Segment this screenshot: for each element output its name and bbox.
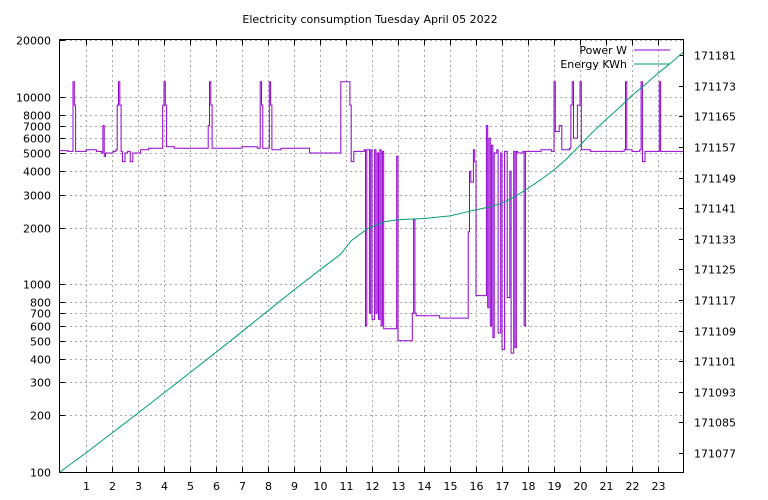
y-left-tick-label: 4000 xyxy=(23,166,51,179)
x-tick-label: 3 xyxy=(135,480,142,493)
energy-series-line xyxy=(59,51,685,473)
y-left-tick-label: 100 xyxy=(30,467,51,480)
x-tick-label: 22 xyxy=(626,480,640,493)
x-tick-label: 7 xyxy=(239,480,246,493)
y-right-tick-label: 171101 xyxy=(694,356,736,369)
x-tick-label: 9 xyxy=(291,480,298,493)
y-left-tick-label: 600 xyxy=(30,321,51,334)
x-tick-label: 20 xyxy=(574,480,588,493)
y-left-tick-label: 500 xyxy=(30,336,51,349)
x-tick-label: 21 xyxy=(600,480,614,493)
x-tick-label: 17 xyxy=(496,480,510,493)
x-tick-label: 14 xyxy=(418,480,432,493)
y-left-tick-label: 1000 xyxy=(23,279,51,292)
y-left-tick-label: 800 xyxy=(30,297,51,310)
y-right-tick-label: 171109 xyxy=(694,326,736,339)
y-right-tick-label: 171077 xyxy=(694,448,736,461)
y-left-tick-label: 2000 xyxy=(23,223,51,236)
y-right-tick-label: 171093 xyxy=(694,387,736,400)
x-tick-label: 12 xyxy=(366,480,380,493)
y-right-tick-label: 171141 xyxy=(694,203,736,216)
y-left-tick-label: 20000 xyxy=(16,35,51,48)
tick-labels: 1 2 3 4 5 6 7 8 9 10 11 12 13 14 15 16 17 18 19 20 21 22 23100… xyxy=(16,35,736,494)
chart-title: Electricity consumption Tuesday April 05… xyxy=(242,13,497,26)
power-series-line xyxy=(60,81,684,354)
x-tick-label: 10 xyxy=(314,480,328,493)
y-left-tick-label: 8000 xyxy=(23,110,51,123)
y-right-tick-label: 171165 xyxy=(694,111,736,124)
y-right-tick-label: 171181 xyxy=(694,50,736,63)
x-tick-label: 2 xyxy=(109,480,116,493)
x-tick-label: 13 xyxy=(392,480,406,493)
x-tick-label: 23 xyxy=(652,480,666,493)
legend: Power W Energy KWh xyxy=(560,44,670,71)
x-tick-label: 8 xyxy=(265,480,272,493)
y-right-tick-label: 171173 xyxy=(694,81,736,94)
x-tick-label: 15 xyxy=(444,480,458,493)
y-left-tick-label: 7000 xyxy=(23,121,51,134)
x-tick-label: 6 xyxy=(213,480,220,493)
x-tick-label: 19 xyxy=(548,480,562,493)
y-right-tick-label: 171125 xyxy=(694,264,736,277)
y-right-tick-label: 171157 xyxy=(694,142,736,155)
y-right-tick-label: 171085 xyxy=(694,417,736,430)
y-left-tick-label: 10000 xyxy=(16,92,51,105)
plot-frame xyxy=(59,39,684,473)
legend-label-power: Power W xyxy=(579,44,627,57)
y-left-tick-label: 700 xyxy=(30,308,51,321)
x-tick-label: 1 xyxy=(83,480,90,493)
x-tick-label: 18 xyxy=(522,480,536,493)
x-tick-label: 5 xyxy=(187,480,194,493)
y-left-tick-label: 300 xyxy=(30,377,51,390)
legend-label-energy: Energy KWh xyxy=(560,58,627,71)
y-right-tick-label: 171117 xyxy=(694,295,736,308)
series-layer xyxy=(59,51,685,473)
y-left-tick-label: 400 xyxy=(30,354,51,367)
x-tick-label: 4 xyxy=(161,480,168,493)
y-left-tick-label: 3000 xyxy=(23,190,51,203)
y-left-tick-label: 5000 xyxy=(23,148,51,161)
y-right-tick-label: 171133 xyxy=(694,234,736,247)
y-left-tick-label: 200 xyxy=(30,410,51,423)
y-left-tick-label: 6000 xyxy=(23,133,51,146)
y-right-tick-label: 171149 xyxy=(694,173,736,186)
x-tick-label: 16 xyxy=(470,480,484,493)
x-tick-label: 11 xyxy=(340,480,354,493)
